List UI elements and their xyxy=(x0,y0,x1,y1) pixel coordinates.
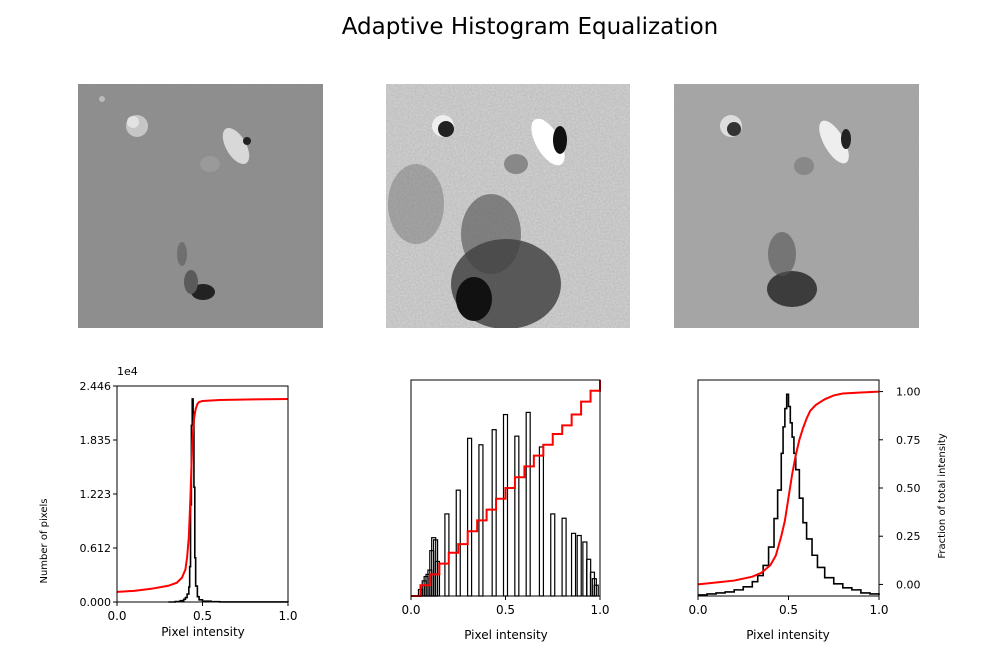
histogram-bar xyxy=(466,437,473,597)
image-panel-original xyxy=(78,84,323,328)
histogram-chart-original: 1e4 Number of pixels Pixel intensity 0.0… xyxy=(39,366,298,639)
plot-frame xyxy=(697,379,880,597)
y2-axis-label: Fraction of total intensity xyxy=(937,433,948,558)
histogram-bar xyxy=(570,532,577,597)
x-tick-label: 0.5 xyxy=(193,609,212,623)
x-axis-label: Pixel intensity xyxy=(161,625,245,639)
image-panel-equalized xyxy=(386,84,630,328)
y-tick-label: 1.835 xyxy=(80,434,112,447)
histogram-series xyxy=(168,398,289,603)
y-tick-label: 2.446 xyxy=(80,380,112,393)
histogram-bar xyxy=(491,429,497,597)
cdf-series xyxy=(697,390,880,586)
y-tick-label: 0.000 xyxy=(80,596,112,609)
histogram-chart-adaptive: Fraction of total intensity Pixel intens… xyxy=(688,379,948,642)
histogram-bar xyxy=(561,517,567,597)
x-tick-label: 1.0 xyxy=(869,603,888,617)
histogram-bar xyxy=(525,411,531,597)
x-tick-label: 0.0 xyxy=(688,603,707,617)
y2-tick-label: 0.25 xyxy=(896,530,921,543)
histogram-bar xyxy=(550,513,556,597)
x-tick-label: 0.5 xyxy=(496,603,515,617)
y2-tick-label: 0.00 xyxy=(896,578,921,591)
x-tick-label: 0.0 xyxy=(107,609,126,623)
y2-tick-label: 0.50 xyxy=(896,482,921,495)
x-axis-label: Pixel intensity xyxy=(464,628,548,642)
x-tick-label: 0.0 xyxy=(401,603,420,617)
histogram-bar xyxy=(576,534,582,597)
x-tick-label: 0.5 xyxy=(779,603,798,617)
histogram-bar xyxy=(538,446,545,597)
histogram-bar xyxy=(455,489,461,597)
x-axis-label: Pixel intensity xyxy=(746,628,830,642)
cdf-series xyxy=(116,397,289,593)
histogram-bar xyxy=(502,413,509,597)
x-tick-label: 1.0 xyxy=(590,603,609,617)
y-tick-label: 1.223 xyxy=(80,488,112,501)
plot-frame xyxy=(116,385,289,603)
histogram-bar xyxy=(514,435,520,597)
y-tick-label: 0.612 xyxy=(80,542,112,555)
x-tick-label: 1.0 xyxy=(278,609,297,623)
y-axis-label: Number of pixels xyxy=(39,498,50,583)
figure-title: Adaptive Histogram Equalization xyxy=(341,14,719,40)
y2-tick-label: 0.75 xyxy=(896,434,921,447)
histogram-chart-equalized: Pixel intensity 0.0 0.5 1.0 xyxy=(401,379,610,642)
y2-tick-label: 1.00 xyxy=(896,386,921,399)
cdf-series xyxy=(411,380,601,597)
histogram-series xyxy=(698,393,880,596)
y-offset-text: 1e4 xyxy=(117,366,138,378)
image-panel-adaptive xyxy=(674,84,919,328)
